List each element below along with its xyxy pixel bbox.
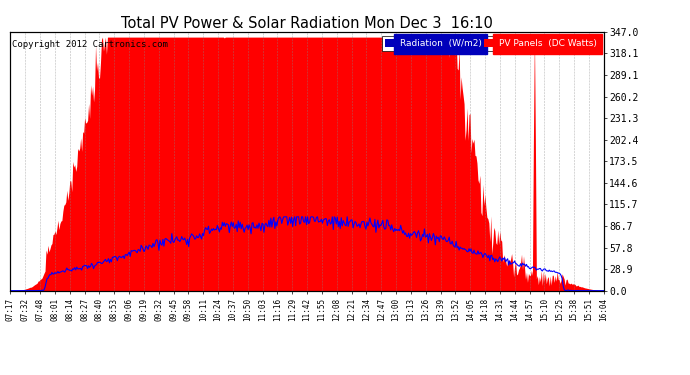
Legend: Radiation  (W/m2), PV Panels  (DC Watts): Radiation (W/m2), PV Panels (DC Watts) [382, 36, 599, 51]
Title: Total PV Power & Solar Radiation Mon Dec 3  16:10: Total PV Power & Solar Radiation Mon Dec… [121, 16, 493, 31]
Text: Copyright 2012 Cartronics.com: Copyright 2012 Cartronics.com [12, 40, 168, 49]
